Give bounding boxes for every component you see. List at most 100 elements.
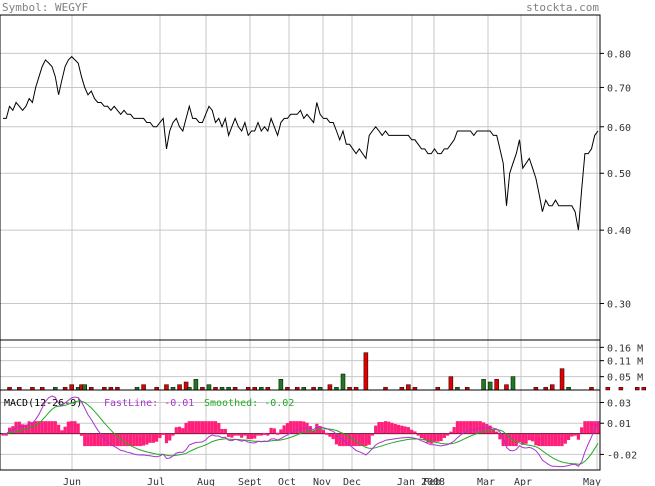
macd-hist-bar: [155, 433, 159, 442]
macd-hist-bar: [377, 422, 381, 434]
volume-bar: [340, 373, 346, 391]
macd-hist-bar: [161, 432, 165, 435]
volume-bar: [549, 384, 555, 391]
macd-hist-bar: [128, 433, 133, 447]
macd-hist-bar: [517, 433, 522, 443]
macd-hist-bar: [426, 433, 430, 443]
macd-hist-bar: [557, 433, 561, 447]
macd-hist-bar: [364, 433, 368, 447]
volume-bar: [69, 384, 74, 391]
macd-hist-bar: [423, 433, 427, 441]
price-panel: [0, 14, 601, 341]
macd-hist-bar: [550, 433, 554, 447]
macd-hist-bar: [145, 433, 149, 445]
macd-hist-bar: [344, 433, 348, 447]
macd-hist-bar: [177, 426, 182, 434]
macd-hist-bar: [243, 433, 247, 436]
macd-hist-bar: [253, 433, 257, 439]
macd-hist-bar: [485, 423, 489, 434]
macd-hist-bar: [295, 421, 299, 434]
volume-bar: [641, 387, 647, 391]
macd-hist-bar: [331, 433, 335, 440]
macd-hist-bar: [318, 426, 322, 434]
macd-hist-bar: [383, 421, 388, 434]
macd-hist-bar: [547, 433, 551, 447]
macd-hist-bar: [416, 433, 420, 436]
macd-hist-bar: [47, 421, 51, 434]
macd-hist-bar: [583, 421, 587, 434]
macd-hist-bar: [282, 425, 286, 434]
macd-hist-bar: [393, 423, 397, 434]
macd-title: MACD(12-26-9): [4, 398, 82, 409]
price-tick-label: 0.30: [607, 300, 631, 311]
macd-tick-label: 0.01: [607, 419, 631, 430]
macd-hist-bar: [527, 433, 531, 441]
macd-hist-bar: [413, 431, 417, 434]
macd-hist-bar: [501, 433, 505, 447]
macd-hist-bar: [70, 421, 74, 434]
macd-hist-bar: [1, 433, 5, 436]
volume-tick-label: 0.11 M: [607, 357, 643, 368]
macd-hist-bar: [357, 433, 361, 447]
macd-hist-bar: [249, 433, 254, 440]
macd-hist-bar: [465, 421, 469, 434]
macd-hist-bar: [302, 421, 306, 434]
macd-hist-bar: [380, 422, 384, 434]
macd-hist-bar: [576, 433, 580, 440]
macd-hist-bar: [459, 421, 463, 434]
macd-hist-bar: [220, 428, 224, 434]
chart-grid: [0, 15, 600, 470]
macd-hist-bar: [4, 433, 8, 436]
macd-hist-bar: [289, 421, 293, 434]
macd-hist-bar: [187, 421, 191, 434]
macd-hist-bar: [109, 433, 113, 447]
macd-hist-bar: [207, 421, 211, 434]
macd-hist-bar: [272, 428, 276, 434]
price-tick-label: 0.40: [607, 226, 631, 237]
x-tick-label: Jul: [147, 477, 165, 486]
macd-hist-bar: [403, 426, 407, 434]
volume-bar: [448, 376, 454, 391]
macd-hist-bar: [593, 421, 597, 434]
macd-hist-bar: [563, 433, 567, 444]
macd-hist-bar: [213, 421, 218, 434]
macd-hist-bar: [544, 433, 548, 447]
macd-hist-bar: [233, 433, 237, 436]
macd-hist-bar: [531, 433, 535, 442]
macd-hist-bar: [132, 433, 136, 447]
volume-bar: [406, 384, 411, 391]
macd-hist-bar: [40, 421, 44, 434]
volume-bar: [634, 387, 640, 391]
macd-hist-bar: [276, 432, 280, 435]
x-tick-label: May: [583, 477, 601, 486]
macd-hist-bar: [439, 433, 443, 442]
macd-hist-bar: [347, 433, 352, 447]
macd-hist-bar: [534, 433, 538, 446]
macd-hist-bar: [171, 433, 175, 436]
volume-bar: [481, 379, 486, 391]
volume-bar: [504, 384, 509, 391]
macd-hist-bar: [60, 430, 64, 434]
macd-hist-bar: [181, 428, 185, 434]
volume-bar: [494, 379, 499, 391]
x-tick-label: Dec: [343, 477, 361, 486]
macd-hist-bar: [106, 433, 110, 447]
macd-hist-bar: [158, 433, 162, 439]
macd-hist-bar: [66, 421, 70, 434]
macd-hist-bar: [148, 433, 152, 443]
macd-hist-bar: [269, 427, 273, 434]
price-tick-label: 0.70: [607, 83, 631, 94]
macd-hist-bar: [226, 433, 231, 437]
x-tick-label: Jan 2008: [397, 477, 445, 486]
macd-hist-bar: [374, 425, 378, 434]
x-tick-label: Sept: [238, 477, 262, 486]
macd-hist-bar: [472, 421, 476, 434]
macd-hist-bar: [589, 421, 594, 434]
macd-hist-bar: [573, 433, 577, 436]
macd-hist-bar: [508, 433, 512, 447]
macd-hist-bar: [63, 426, 67, 434]
macd-tick-label: 0.03: [607, 398, 631, 409]
volume-bar: [193, 379, 199, 391]
macd-hist-bar: [164, 433, 169, 444]
